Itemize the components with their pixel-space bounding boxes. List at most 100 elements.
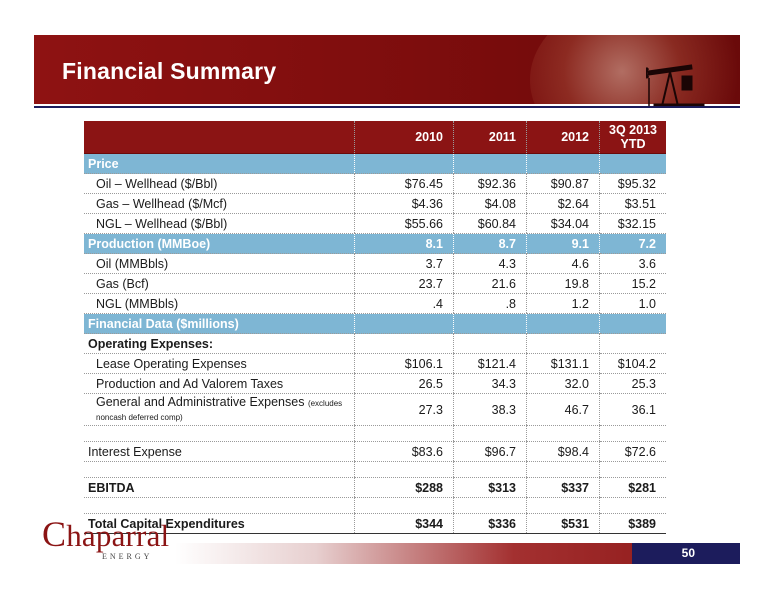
column-header-2011: 2011 <box>453 121 527 154</box>
section-row-financial-data: Financial Data ($millions) <box>84 313 666 334</box>
cell <box>453 333 527 354</box>
cell: 26.5 <box>354 373 454 394</box>
cell: 15.2 <box>599 273 666 294</box>
cell <box>453 461 527 478</box>
cell: $2.64 <box>526 193 600 214</box>
cell: 36.1 <box>599 393 666 426</box>
cell: .4 <box>354 293 454 314</box>
cell: $32.15 <box>599 213 666 234</box>
cell: 3.7 <box>354 253 454 274</box>
cell: 1.2 <box>526 293 600 314</box>
cell <box>84 497 355 514</box>
cell <box>354 461 454 478</box>
cell <box>526 153 600 174</box>
row-label: NGL – Wellhead ($/Bbl) <box>84 213 355 234</box>
logo-name: haparral <box>66 518 170 553</box>
cell: 27.3 <box>354 393 454 426</box>
row-label-note: (excludes noncash deferred comp) <box>96 398 343 422</box>
cell: $104.2 <box>599 353 666 374</box>
cell: $337 <box>526 477 600 498</box>
title-banner: Financial Summary <box>34 35 740 104</box>
cell <box>354 333 454 354</box>
table-row-ebitda: EBITDA $288 $313 $337 $281 <box>84 477 666 498</box>
cell: $98.4 <box>526 441 600 462</box>
cell: $60.84 <box>453 213 527 234</box>
cell <box>526 425 600 442</box>
page-title: Financial Summary <box>62 58 277 84</box>
cell <box>526 333 600 354</box>
row-label: Lease Operating Expenses <box>84 353 355 374</box>
cell: 21.6 <box>453 273 527 294</box>
cell: $4.36 <box>354 193 454 214</box>
column-header-3q2013-text: 3Q 2013 YTD <box>609 123 657 151</box>
cell: 46.7 <box>526 393 600 426</box>
row-label: Gas – Wellhead ($/Mcf) <box>84 193 355 214</box>
cell: 32.0 <box>526 373 600 394</box>
logo-subtitle: ENERGY <box>102 552 153 561</box>
cell: 8.7 <box>453 233 527 254</box>
table-header-row: 2010 2011 2012 3Q 2013 YTD <box>84 121 666 154</box>
cell: $121.4 <box>453 353 527 374</box>
cell: $531 <box>526 513 600 534</box>
cell: $344 <box>354 513 454 534</box>
cell <box>599 153 666 174</box>
cell: $389 <box>599 513 666 534</box>
table-row: Lease Operating Expenses $106.1 $121.4 $… <box>84 353 666 374</box>
cell: 1.0 <box>599 293 666 314</box>
row-label-text: General and Administrative Expenses <box>96 394 305 409</box>
logo-wordmark: Chaparral <box>42 514 170 554</box>
table-row: General and Administrative Expenses (exc… <box>84 393 666 426</box>
cell <box>599 313 666 334</box>
cell: $72.6 <box>599 441 666 462</box>
cell <box>599 333 666 354</box>
cell: 8.1 <box>354 233 454 254</box>
cell: $83.6 <box>354 441 454 462</box>
table-row: Interest Expense $83.6 $96.7 $98.4 $72.6 <box>84 441 666 462</box>
cell <box>453 425 527 442</box>
column-header-2012: 2012 <box>526 121 600 154</box>
cell: $90.87 <box>526 173 600 194</box>
row-label: NGL (MMBbls) <box>84 293 355 314</box>
oil-pump-icon <box>646 64 705 108</box>
cell: $4.08 <box>453 193 527 214</box>
cell <box>453 497 527 514</box>
table-row: Production and Ad Valorem Taxes 26.5 34.… <box>84 373 666 394</box>
cell: 9.1 <box>526 233 600 254</box>
row-label: Financial Data ($millions) <box>84 313 355 334</box>
cell <box>354 425 454 442</box>
cell: $34.04 <box>526 213 600 234</box>
cell: 3.6 <box>599 253 666 274</box>
row-label: Gas (Bcf) <box>84 273 355 294</box>
cell <box>526 461 600 478</box>
table-row: Oil – Wellhead ($/Bbl) $76.45 $92.36 $90… <box>84 173 666 194</box>
row-label: Oil (MMBbls) <box>84 253 355 274</box>
cell: $76.45 <box>354 173 454 194</box>
cell <box>453 153 527 174</box>
cell <box>354 313 454 334</box>
table-row: Gas (Bcf) 23.7 21.6 19.8 15.2 <box>84 273 666 294</box>
cell: $96.7 <box>453 441 527 462</box>
column-header-2010: 2010 <box>354 121 454 154</box>
cell <box>453 313 527 334</box>
row-label: General and Administrative Expenses (exc… <box>84 393 355 426</box>
cell: 23.7 <box>354 273 454 294</box>
cell: 19.8 <box>526 273 600 294</box>
cell: $3.51 <box>599 193 666 214</box>
cell: 34.3 <box>453 373 527 394</box>
cell: 4.6 <box>526 253 600 274</box>
spacer-row <box>84 425 666 442</box>
spacer-row <box>84 461 666 478</box>
table-row: NGL – Wellhead ($/Bbl) $55.66 $60.84 $34… <box>84 213 666 234</box>
cell: $336 <box>453 513 527 534</box>
row-label: Production (MMBoe) <box>84 233 355 254</box>
logo-initial: C <box>42 514 67 554</box>
cell: 25.3 <box>599 373 666 394</box>
subsection-row: Operating Expenses: <box>84 333 666 354</box>
table-row: Oil (MMBbls) 3.7 4.3 4.6 3.6 <box>84 253 666 274</box>
row-label: Total Capital Expenditures <box>84 513 355 534</box>
cell: $92.36 <box>453 173 527 194</box>
cell <box>84 425 355 442</box>
cell <box>599 425 666 442</box>
cell <box>599 461 666 478</box>
row-label: Operating Expenses: <box>84 333 355 354</box>
